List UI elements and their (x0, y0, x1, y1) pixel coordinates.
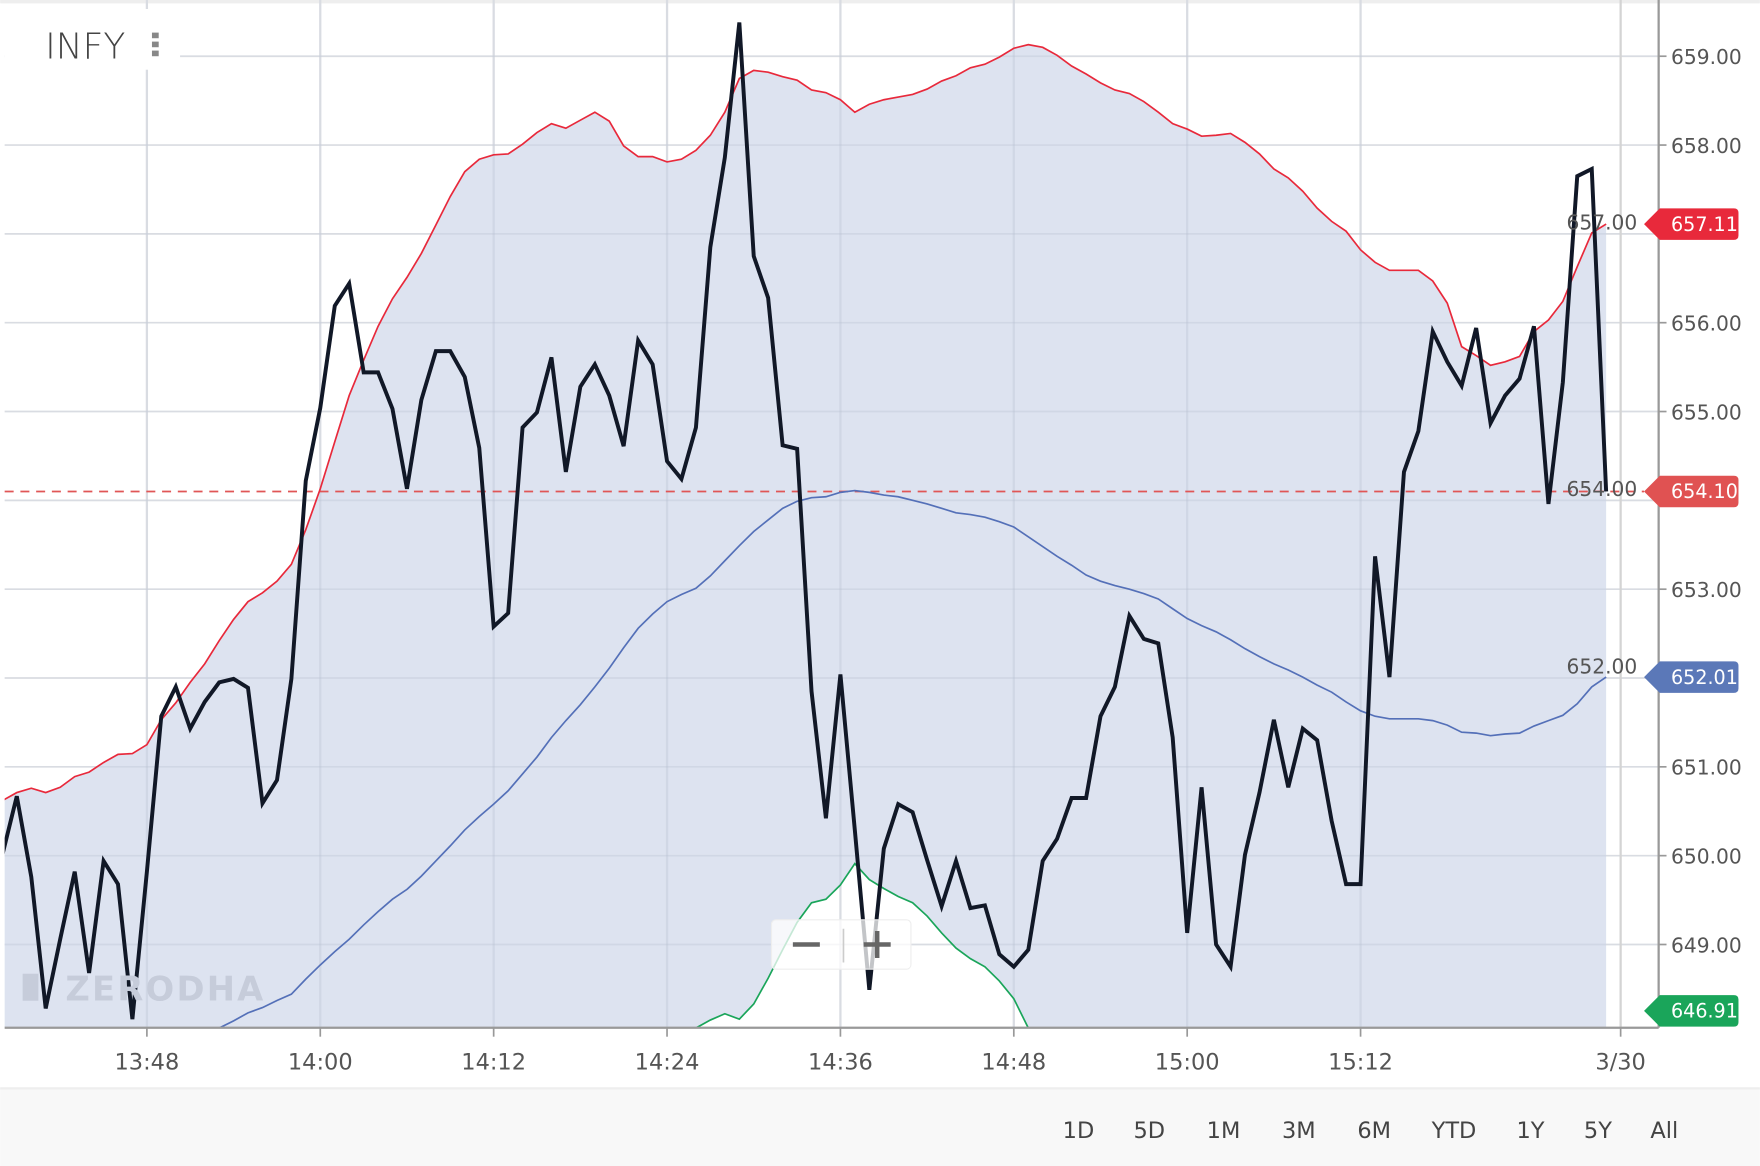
range-button-5d[interactable]: 5D (1133, 1118, 1165, 1144)
symbol-header[interactable]: INFY (4, 8, 181, 70)
x-tick-label: 14:24 (635, 1049, 700, 1075)
price-tag-shape (1644, 475, 1739, 508)
y-tick-label: 650.00 (1671, 845, 1742, 869)
price-tag: 652.01 (1644, 661, 1739, 693)
minus-icon[interactable] (771, 920, 841, 969)
range-button-1d[interactable]: 1D (1063, 1118, 1095, 1144)
x-tick-label: 15:00 (1155, 1049, 1220, 1075)
middle-band-line (218, 489, 1607, 1028)
lower-band-line (695, 862, 1030, 1028)
range-button-3m[interactable]: 3M (1282, 1118, 1316, 1144)
y-tick-label: 655.00 (1671, 400, 1742, 424)
band-fill-layer (4, 44, 1607, 1028)
zoom-controls (770, 919, 912, 970)
price-tag-shape (1644, 208, 1739, 240)
watermark-logo (22, 973, 39, 1001)
y-tick-label: 657.00 (1567, 210, 1638, 234)
price-tags: 657.11 654.10 652.01 646.91 (1644, 208, 1739, 1027)
y-tick-label: 654.00 (1567, 477, 1638, 501)
y-tick-label: 656.00 (1671, 312, 1742, 336)
range-bar (0, 1088, 1760, 1166)
x-axis-ticks: 13:48 14:00 14:12 14:24 14:36 14:48 15:00 15:12… (115, 1027, 1646, 1075)
price-tag-label: 657.11 (1671, 213, 1738, 236)
plus-icon[interactable] (846, 920, 911, 969)
range-button-5y[interactable]: 5Y (1584, 1118, 1612, 1144)
range-button-1y[interactable]: 1Y (1516, 1118, 1544, 1144)
range-button-ytd[interactable]: YTD (1431, 1118, 1477, 1144)
price-tag: 646.91 (1644, 995, 1739, 1027)
bollinger-band-fill (4, 44, 1607, 1028)
x-tick-label: 15:12 (1328, 1049, 1393, 1075)
price-tag-shape (1644, 661, 1739, 693)
y-tick-label: 659.00 (1671, 45, 1742, 69)
watermark-text: ZERODHA (65, 970, 265, 1009)
price-tag-label: 652.01 (1671, 666, 1738, 689)
price-tag-label: 654.10 (1671, 480, 1738, 503)
close-price-line (4, 22, 1609, 1020)
price-tag-label: 646.91 (1671, 1000, 1738, 1023)
x-tick-label: 14:12 (461, 1049, 526, 1075)
x-tick-label: 14:36 (808, 1049, 873, 1075)
date-tick-label: 3/30 (1595, 1049, 1645, 1075)
range-button-6m[interactable]: 6M (1357, 1118, 1391, 1144)
range-button-1m[interactable]: 1M (1207, 1118, 1241, 1144)
y-tick-label: 649.00 (1671, 933, 1742, 957)
y-tick-label: 653.00 (1671, 578, 1742, 602)
price-tag: 657.11 (1644, 208, 1739, 240)
x-tick-label: 13:48 (115, 1049, 180, 1075)
symbol-header-box (4, 8, 181, 70)
grid-overlay (4, 0, 1659, 1028)
price-tag-shape (1644, 995, 1739, 1027)
y-tick-label: 652.00 (1567, 655, 1638, 679)
range-selector: 1D 5D 1M 3M 6M YTD 1Y 5Y All (1063, 1118, 1679, 1144)
x-tick-label: 14:48 (981, 1049, 1046, 1075)
y-tick-label: 651.00 (1671, 756, 1742, 780)
range-button-all[interactable]: All (1650, 1118, 1678, 1144)
y-tick-label: 658.00 (1671, 134, 1742, 158)
zerodha-watermark: ZERODHA (22, 970, 265, 1009)
vertical-dots-icon[interactable] (151, 32, 159, 57)
symbol-label: INFY (45, 26, 125, 67)
x-tick-label: 14:00 (288, 1049, 353, 1075)
series-layer (4, 22, 1609, 1028)
y-axis-ticks: 649.00 650.00 651.00 652.00 653.00 654.00 655.… (1567, 45, 1742, 957)
price-tag: 654.10 (1644, 475, 1739, 508)
upper-band-line (4, 43, 1607, 801)
